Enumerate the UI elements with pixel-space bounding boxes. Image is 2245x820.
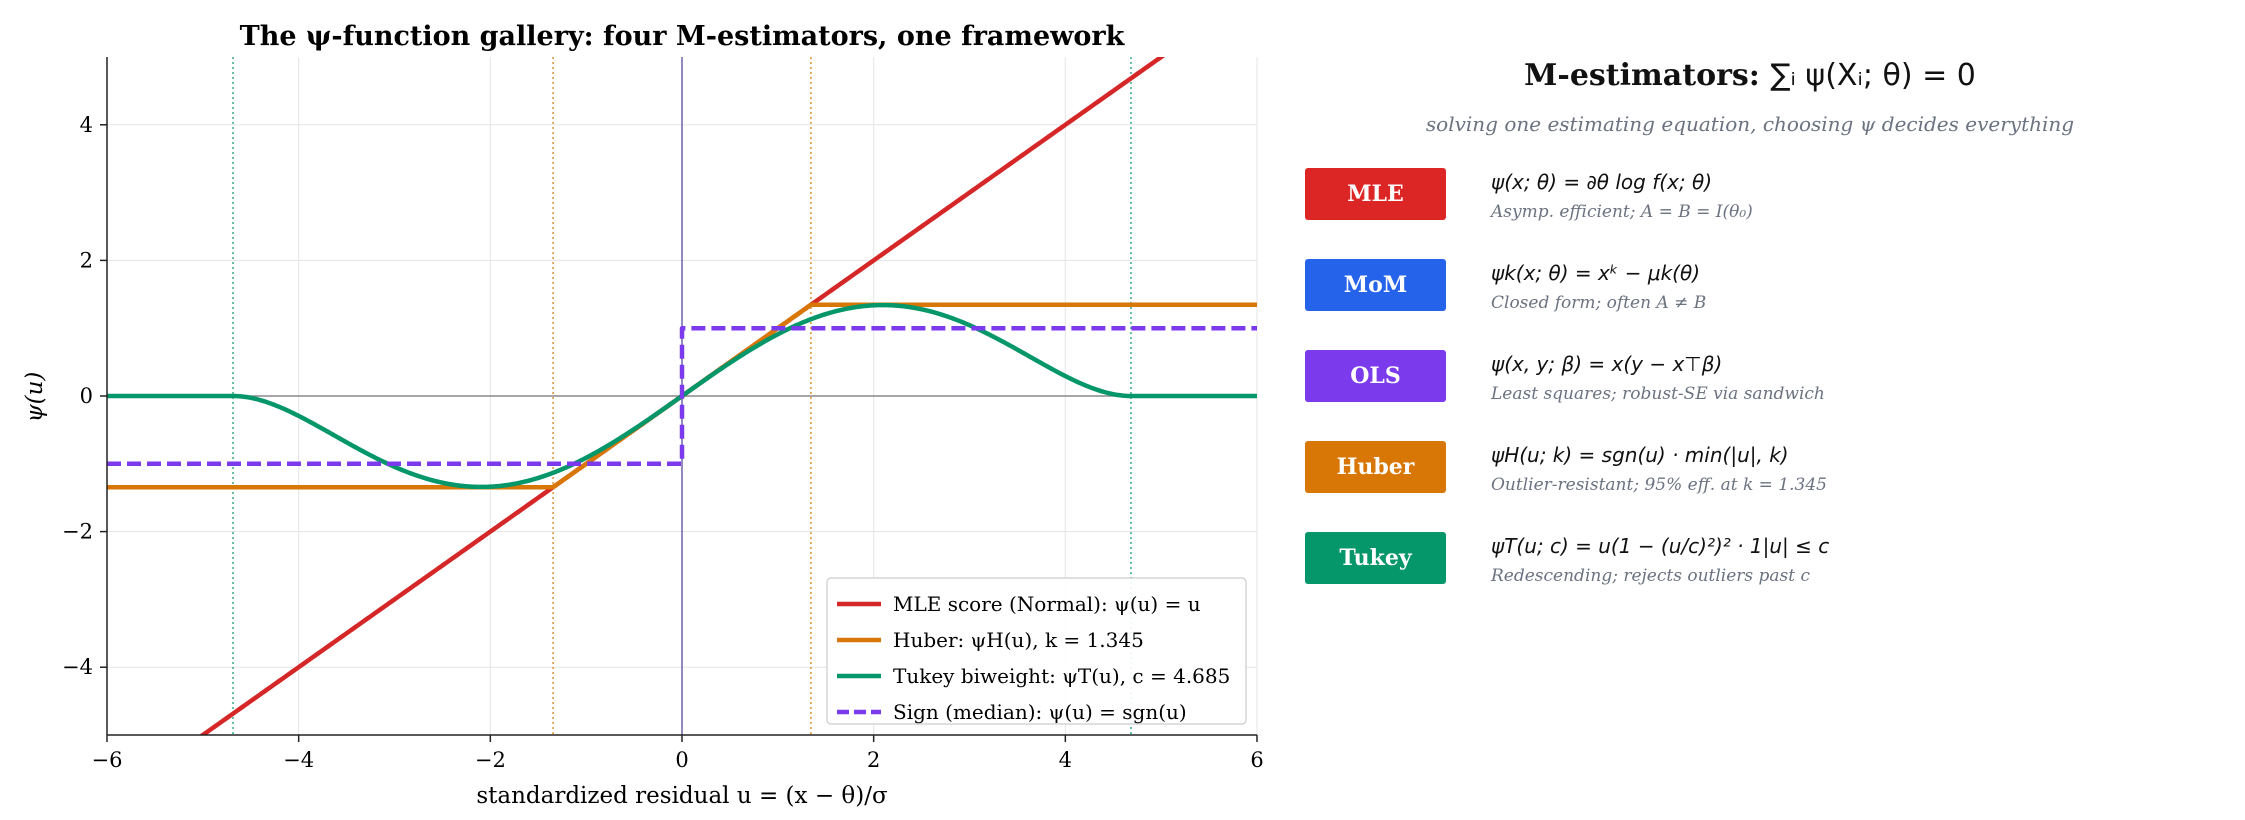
psi-function-chart: The ψ-function gallery: four M-estimator… <box>22 21 1264 809</box>
panel-title-text: M-estimators: <box>1524 58 1771 93</box>
estimator-note: Closed form; often A ≠ B <box>1491 293 1707 313</box>
estimator-badge-huber: Huber <box>1305 441 1446 493</box>
estimator-row-ols: OLS ψ(x, y; β) = x(y − x⊤β) Least squares;… <box>1305 350 2205 420</box>
estimator-badge-mle: MLE <box>1305 168 1446 220</box>
estimator-row-mom: MoM ψk(x; θ) = xᵏ − μk(θ) Closed form; oft… <box>1305 259 2205 329</box>
legend-label-huber: Huber: ψH(u), k = 1.345 <box>893 628 1144 652</box>
estimator-formula: ψH(u; k) = sgn(u) · min(|u|, k) <box>1491 443 1789 467</box>
estimator-row-tukey: Tukey ψT(u; c) = u(1 − (u/c)²)² · 1|u| ≤ … <box>1305 532 2205 602</box>
y-tick-label: 0 <box>80 384 93 408</box>
x-tick-label: −2 <box>475 748 506 772</box>
chart-title: The ψ-function gallery: four M-estimator… <box>240 21 1126 52</box>
estimator-formula: ψ(x; θ) = ∂θ log f(x; θ) <box>1491 170 1713 194</box>
legend-label-sign: Sign (median): ψ(u) = sgn(u) <box>893 700 1187 724</box>
x-tick-label: 0 <box>675 748 688 772</box>
estimator-note: Asymp. efficient; A = B = I(θ₀) <box>1491 202 1753 222</box>
legend-label-identity: MLE score (Normal): ψ(u) = u <box>893 592 1201 616</box>
x-tick-label: −4 <box>283 748 314 772</box>
panel-title-equation: ∑ᵢ ψ(Xᵢ; θ) = 0 <box>1770 58 1976 93</box>
estimator-row-huber: Huber ψH(u; k) = sgn(u) · min(|u|, k) Outl… <box>1305 441 2205 511</box>
estimator-badge-ols: OLS <box>1305 350 1446 402</box>
estimator-formula: ψk(x; θ) = xᵏ − μk(θ) <box>1491 261 1700 285</box>
y-tick-label: −2 <box>62 520 93 544</box>
panel-subtitle: solving one estimating equation, choosin… <box>1425 112 2075 136</box>
y-axis-label: ψ(u) <box>22 372 48 423</box>
y-tick-label: 2 <box>80 248 93 272</box>
series-line-sign <box>107 325 1257 467</box>
estimator-note: Least squares; robust-SE via sandwich <box>1491 384 1825 404</box>
x-tick-label: 2 <box>867 748 880 772</box>
estimator-row-mle: MLE ψ(x; θ) = ∂θ log f(x; θ) Asymp. effici… <box>1305 168 2205 238</box>
y-tick-label: 4 <box>80 113 93 137</box>
plot-area: −6 −4 −2 0 2 4 6 −4 −2 0 2 4 MLE score (Normal): ψ(u… <box>62 57 1264 772</box>
estimator-note: Outlier-resistant; 95% eff. at k = 1.345 <box>1491 475 1827 495</box>
panel-title: M-estimators: ∑ᵢ ψ(Xᵢ; θ) = 0 <box>1300 58 2200 93</box>
x-tick-label: 6 <box>1250 748 1263 772</box>
legend-box <box>826 577 1247 725</box>
x-axis-label: standardized residual u = (x − θ)/σ <box>476 783 888 809</box>
y-tick-label: −4 <box>62 655 93 679</box>
estimator-badge-mom: MoM <box>1305 259 1446 311</box>
estimator-note: Redescending; rejects outliers past c <box>1491 566 1811 586</box>
x-tick-label: −6 <box>92 748 123 772</box>
estimator-formula: ψ(x, y; β) = x(y − x⊤β) <box>1491 352 1723 376</box>
estimator-badge-tukey: Tukey <box>1305 532 1446 584</box>
legend-label-tukey: Tukey biweight: ψT(u), c = 4.685 <box>893 664 1230 688</box>
estimator-formula: ψT(u; c) = u(1 − (u/c)²)² · 1|u| ≤ c <box>1491 534 1830 558</box>
x-tick-label: 4 <box>1059 748 1072 772</box>
